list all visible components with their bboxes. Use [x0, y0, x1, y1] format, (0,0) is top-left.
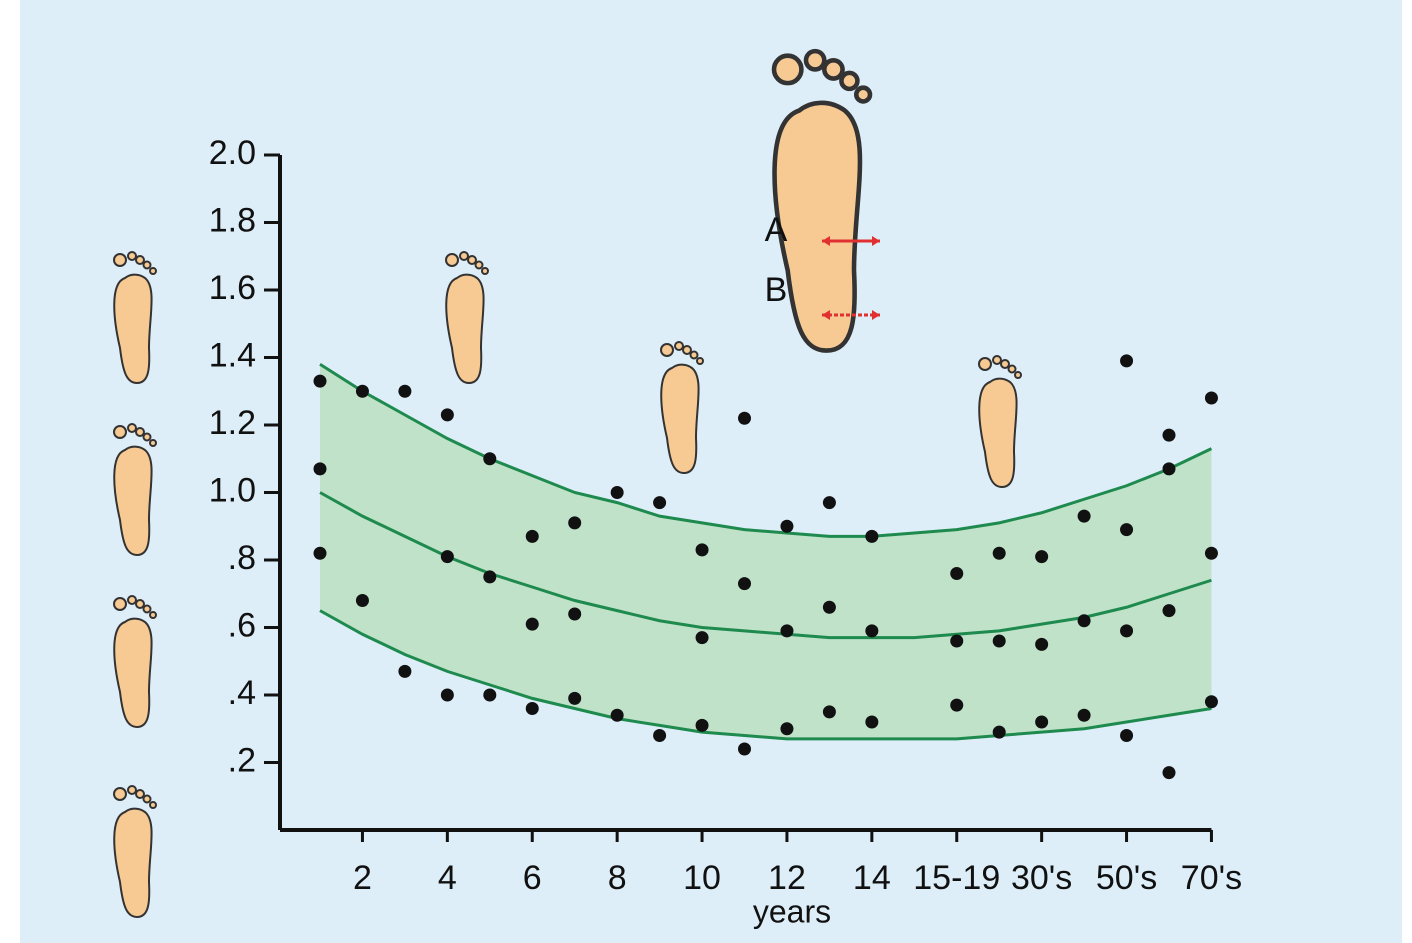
data-point	[356, 594, 369, 607]
y-tick-label: 1.0	[209, 471, 256, 509]
data-point	[1163, 766, 1176, 779]
data-point	[696, 631, 709, 644]
y-tick-label: 1.4	[209, 336, 256, 374]
data-point	[993, 635, 1006, 648]
data-point	[950, 635, 963, 648]
data-point	[865, 530, 878, 543]
x-tick-label: 12	[768, 859, 806, 897]
data-point	[653, 729, 666, 742]
data-point	[314, 375, 327, 388]
data-point	[653, 496, 666, 509]
data-point	[441, 408, 454, 421]
data-point	[738, 577, 751, 590]
x-tick-label: 4	[438, 859, 457, 897]
data-point	[993, 547, 1006, 560]
data-point	[1163, 462, 1176, 475]
data-point	[1120, 624, 1133, 637]
data-point	[1205, 392, 1218, 405]
x-tick-label: 50's	[1096, 859, 1157, 897]
data-point	[1120, 729, 1133, 742]
x-tick-label: 14	[853, 859, 891, 897]
data-point	[1205, 695, 1218, 708]
y-tick-label: 1.8	[209, 201, 256, 239]
data-point	[483, 452, 496, 465]
y-tick-label: .8	[228, 539, 256, 577]
data-point	[993, 726, 1006, 739]
y-tick-label: 1.2	[209, 404, 256, 442]
x-tick-label: 10	[683, 859, 721, 897]
x-tick-label: 70's	[1181, 859, 1242, 897]
x-tick-label: 2	[353, 859, 372, 897]
x-tick-label: 30's	[1011, 859, 1072, 897]
data-point	[950, 567, 963, 580]
data-point	[526, 530, 539, 543]
data-point	[611, 709, 624, 722]
x-tick-label: 6	[523, 859, 542, 897]
x-tick-label: 15-19	[913, 859, 1000, 897]
data-point	[1078, 709, 1091, 722]
data-point	[441, 689, 454, 702]
data-point	[1078, 510, 1091, 523]
data-point	[568, 516, 581, 529]
data-point	[526, 618, 539, 631]
data-point	[865, 624, 878, 637]
data-point	[568, 692, 581, 705]
data-point	[950, 699, 963, 712]
data-point	[1035, 716, 1048, 729]
y-tick-label: .4	[228, 674, 256, 712]
data-point	[1120, 523, 1133, 536]
data-point	[865, 716, 878, 729]
data-point	[780, 624, 793, 637]
data-point	[611, 486, 624, 499]
data-point	[696, 543, 709, 556]
data-point	[398, 385, 411, 398]
annotation: A	[765, 211, 788, 249]
data-point	[696, 719, 709, 732]
x-axis-title: years	[753, 893, 831, 929]
data-point	[780, 520, 793, 533]
data-point	[738, 412, 751, 425]
data-point	[1035, 550, 1048, 563]
data-point	[1078, 614, 1091, 627]
data-point	[738, 743, 751, 756]
data-point	[1163, 429, 1176, 442]
data-point	[483, 689, 496, 702]
data-point	[1163, 604, 1176, 617]
data-point	[568, 608, 581, 621]
data-point	[823, 496, 836, 509]
data-point	[398, 665, 411, 678]
data-point	[1205, 547, 1218, 560]
y-tick-label: .6	[228, 606, 256, 644]
data-point	[780, 722, 793, 735]
data-point	[823, 705, 836, 718]
y-tick-label: .2	[228, 741, 256, 779]
data-point	[1035, 638, 1048, 651]
page: A B years .2 .4 .6 .8 1.0 1.2 1.4 1.6 1.8 2.0 2 4 6 8…	[0, 0, 1412, 943]
x-tick-label: 8	[608, 859, 627, 897]
data-point	[526, 702, 539, 715]
data-point	[314, 462, 327, 475]
data-point	[314, 547, 327, 560]
chart: A B years .2 .4 .6 .8 1.0 1.2 1.4 1.6 1.8 2.0 2 4 6 8…	[0, 0, 1412, 943]
y-tick-label: 1.6	[209, 269, 256, 307]
data-point	[483, 570, 496, 583]
data-point	[356, 385, 369, 398]
data-point	[1120, 354, 1133, 367]
y-tick-label: 2.0	[209, 134, 256, 172]
data-point	[441, 550, 454, 563]
annotation: B	[765, 271, 788, 309]
data-point	[823, 601, 836, 614]
